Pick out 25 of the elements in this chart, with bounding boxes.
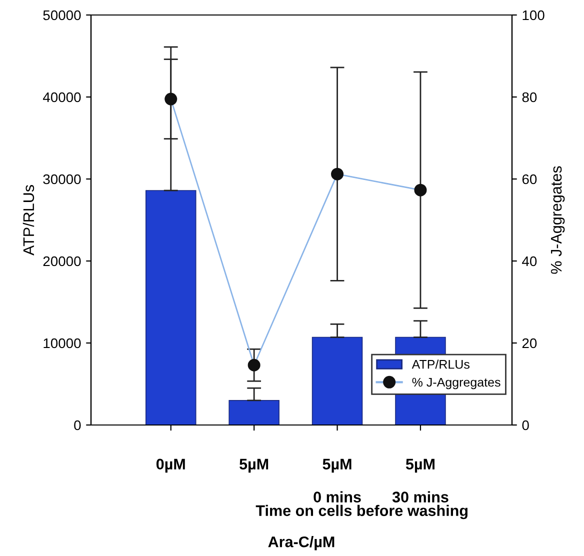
y2-tick-label: 80 [522,92,537,102]
x-axis-title: Ara-C/µM [268,536,334,550]
y-tick-label: 10000 [44,338,81,348]
legend-label: ATP/RLUs [412,360,470,369]
y-axis-title: ATP/RLUs [22,185,34,256]
y2-tick-label: 60 [522,174,537,184]
x-tick-label: 5µM [240,458,268,473]
text: Time on cells before washing [256,504,468,520]
category-label: 5µM 0 mins [314,458,361,502]
y-tick-label: 0 [74,420,81,430]
y-tick-label: 30000 [43,174,81,184]
y-tick-label: 50000 [43,10,81,20]
y-tick-label: 40000 [42,92,81,102]
category-label: 5µM 30 mins [392,458,448,502]
x-tick-label: 0µM [156,458,185,473]
y2-tick-label: 0 [522,420,529,430]
y2-tick-label: 40 [522,256,537,266]
y-tick-label: 20000 [43,256,81,266]
y2-tick-label: 20 [522,338,537,348]
bar [145,190,196,425]
y2-axis-title: % J-Aggregates [550,166,565,274]
legend-label: % J-Aggregates [412,378,500,390]
bar [312,336,363,425]
y2-tick-label: 100 [522,10,544,20]
bar [228,400,280,425]
